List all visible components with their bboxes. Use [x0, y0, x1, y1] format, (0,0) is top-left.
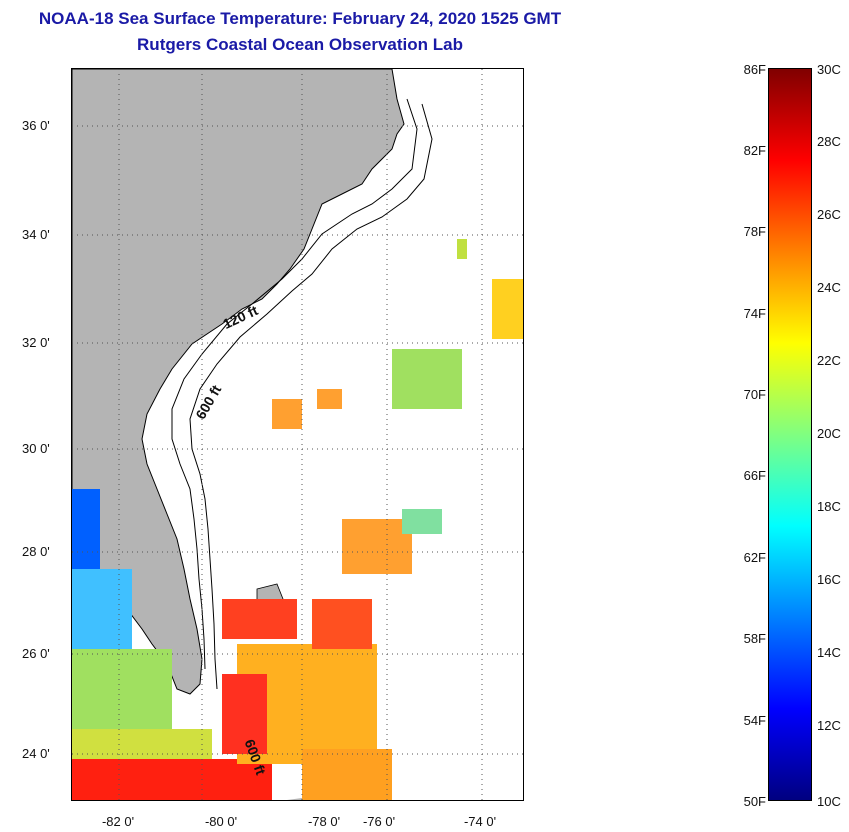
colorbar-c-label: 20C — [817, 426, 841, 441]
lat-label-30: 30 0' — [22, 441, 50, 456]
colorbar-f-label: 54F — [743, 713, 766, 728]
lon-label-80: -80 0' — [204, 814, 238, 829]
colorbar-c-label: 26C — [817, 207, 841, 222]
lat-label-24: 24 0' — [22, 746, 50, 761]
colorbar-f-label: 74F — [743, 306, 766, 321]
colorbar-c-label: 22C — [817, 353, 841, 368]
lon-label-82: -82 0' — [101, 814, 135, 829]
map-canvas — [72, 69, 523, 800]
lat-label-32: 32 0' — [22, 335, 50, 350]
lat-label-34: 34 0' — [22, 227, 50, 242]
contour-600ft — [189, 103, 433, 690]
colorbar-c-label: 28C — [817, 134, 841, 149]
lon-label-78: -78 0' — [307, 814, 341, 829]
colorbar-c-label: 16C — [817, 572, 841, 587]
lon-label-74: -74 0' — [463, 814, 497, 829]
map-subtitle: Rutgers Coastal Ocean Observation Lab — [137, 35, 463, 54]
colorbar-f-label: 82F — [743, 143, 766, 158]
land-mass — [72, 69, 405, 695]
colorbar-f-label: 78F — [743, 224, 766, 239]
map-gridlines — [72, 69, 523, 800]
colorbar-f-label: 50F — [743, 794, 766, 809]
colorbar-f-label: 66F — [743, 468, 766, 483]
sst-map: 120 ft 600 ft 600 ft — [71, 68, 524, 801]
temperature-colorbar — [768, 68, 812, 801]
colorbar-c-label: 12C — [817, 718, 841, 733]
lat-label-26: 26 0' — [22, 646, 50, 661]
colorbar-c-label: 24C — [817, 280, 841, 295]
colorbar-c-label: 30C — [817, 62, 841, 77]
lat-label-28: 28 0' — [22, 544, 50, 559]
colorbar-f-label: 70F — [743, 387, 766, 402]
colorbar-c-label: 10C — [817, 794, 841, 809]
lon-label-76: -76 0' — [362, 814, 396, 829]
sst-data-patches — [72, 239, 523, 800]
map-title: NOAA-18 Sea Surface Temperature: Februar… — [38, 9, 562, 28]
colorbar-f-label: 62F — [743, 550, 766, 565]
colorbar-f-label: 58F — [743, 631, 766, 646]
lat-label-36: 36 0' — [22, 118, 50, 133]
colorbar-f-label: 86F — [743, 62, 766, 77]
colorbar-c-label: 14C — [817, 645, 841, 660]
colorbar-c-label: 18C — [817, 499, 841, 514]
